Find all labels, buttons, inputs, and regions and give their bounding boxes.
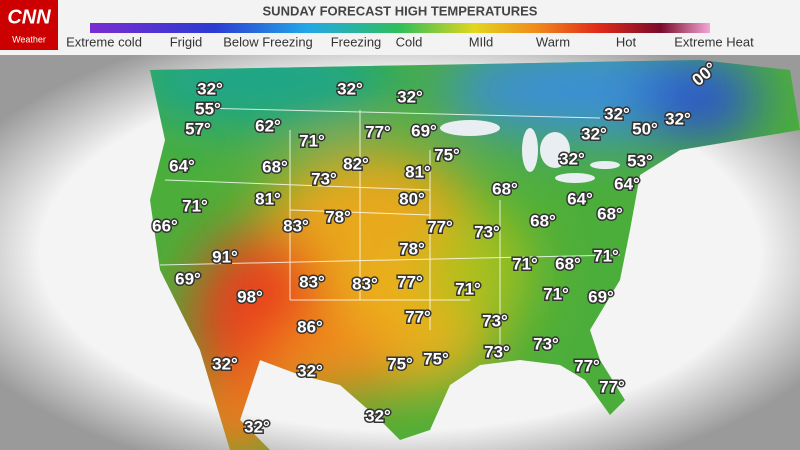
temperature-label: 77° <box>405 307 431 326</box>
temperature-label: 75° <box>434 145 460 164</box>
temperature-label: 57° <box>185 119 211 138</box>
temperature-label: 77° <box>427 217 453 236</box>
legend-label: Frigid <box>170 34 203 49</box>
temperature-label: 71° <box>512 254 538 273</box>
legend-label: Warm <box>536 34 570 49</box>
temperature-label: 32° <box>337 79 363 98</box>
temperature-label: 73° <box>311 169 337 188</box>
temperature-label: 86° <box>297 317 323 336</box>
temperature-label: 32° <box>244 417 270 436</box>
temperature-label: 71° <box>299 131 325 150</box>
temperature-label: 77° <box>574 356 600 375</box>
temperature-label: 82° <box>343 154 369 173</box>
temperature-label: 91° <box>212 247 238 266</box>
logo: CNN <box>7 6 51 28</box>
temperature-label: 73° <box>484 342 510 361</box>
state-borders <box>159 107 621 360</box>
temperature-label: 68° <box>492 179 518 198</box>
temperature-label: 73° <box>474 222 500 241</box>
temperature-label: 77° <box>397 272 423 291</box>
legend-scale <box>90 23 710 33</box>
temperature-label: 55° <box>195 99 221 118</box>
temperature-label: 68° <box>597 204 623 223</box>
temperature-label: 62° <box>255 116 281 135</box>
temperature-label: 32° <box>604 104 630 123</box>
temperature-label: 32° <box>212 354 238 373</box>
temperature-label: 71° <box>593 246 619 265</box>
temperature-label: 73° <box>533 334 559 353</box>
temperature-label: 64° <box>614 174 640 193</box>
temperature-label: 81° <box>405 162 431 181</box>
temperature-label: 83° <box>352 274 378 293</box>
temperature-label: 64° <box>169 156 195 175</box>
temperature-label: 53° <box>627 151 653 170</box>
temperature-label: 32° <box>559 149 585 168</box>
temperature-label: 68° <box>262 157 288 176</box>
temperature-label: 68° <box>555 254 581 273</box>
temperature-label: 80° <box>399 189 425 208</box>
temperature-label: 98° <box>237 287 263 306</box>
legend-label: Extreme Heat <box>674 34 754 49</box>
legend-label: Extreme cold <box>66 34 142 49</box>
temperature-label: 75° <box>387 354 413 373</box>
temperature-label: 32° <box>397 87 423 106</box>
logo-box <box>0 0 58 50</box>
temperature-label: 50° <box>632 119 658 138</box>
temperature-label: 77° <box>599 377 625 396</box>
legend-label: Below Freezing <box>223 34 313 49</box>
legend-label: MIld <box>469 34 494 49</box>
temperature-label: 83° <box>299 272 325 291</box>
title: SUNDAY FORECAST HIGH TEMPERATURES <box>263 3 538 18</box>
temperature-label: 71° <box>455 279 481 298</box>
temperature-label: 75° <box>423 349 449 368</box>
legend-label: Hot <box>616 34 637 49</box>
temperature-label: 77° <box>365 122 391 141</box>
temperature-label: 32° <box>665 109 691 128</box>
temperature-label: 78° <box>399 239 425 258</box>
great-lakes <box>440 120 620 183</box>
temperature-label: 32° <box>365 406 391 425</box>
logo-sub: Weather <box>12 34 46 44</box>
legend-label: Cold <box>396 34 423 49</box>
temperature-label: 71° <box>182 196 208 215</box>
temperature-label: 69° <box>411 121 437 140</box>
temperature-label: 69° <box>175 269 201 288</box>
temperature-label: 32° <box>297 361 323 380</box>
legend-label: Freezing <box>331 34 382 49</box>
temperature-label: 71° <box>543 284 569 303</box>
temperature-label: 81° <box>255 189 281 208</box>
temperature-label: 83° <box>283 216 309 235</box>
temperature-label: 69° <box>588 287 614 306</box>
temperature-label: 32° <box>197 79 223 98</box>
temperature-label: 68° <box>530 211 556 230</box>
temperature-label: 73° <box>482 311 508 330</box>
temperature-label: 78° <box>325 207 351 226</box>
temperature-label: 66° <box>152 216 178 235</box>
temperature-label: 32° <box>581 124 607 143</box>
temperature-label: 64° <box>567 189 593 208</box>
